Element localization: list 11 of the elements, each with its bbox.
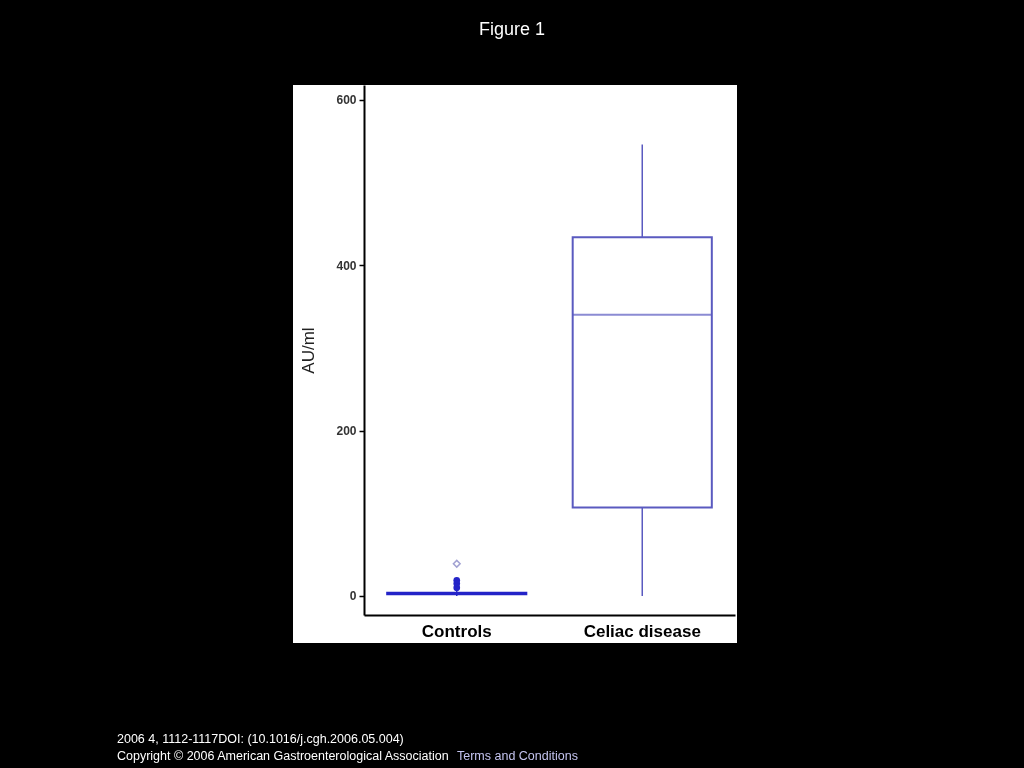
y-tick-label: 0 <box>349 589 357 604</box>
y-tick-label: 600 <box>336 93 357 108</box>
x-tick-label: Controls <box>421 621 492 641</box>
y-tick-label: 200 <box>336 424 357 439</box>
text: 2006 4, 1112-1117DOI: (10.1016/j.cgh.2006.05.004) <box>117 732 404 746</box>
y-axis-title: AU/ml <box>299 327 319 374</box>
chart-title: Figure 1 <box>478 19 546 39</box>
text: Copyright © 2006 American Gastroenterological Association <box>117 749 449 763</box>
x-tick-label: Celiac disease <box>583 621 701 641</box>
y-tick-label: 400 <box>336 258 357 273</box>
text: Terms and Conditions <box>457 749 578 763</box>
